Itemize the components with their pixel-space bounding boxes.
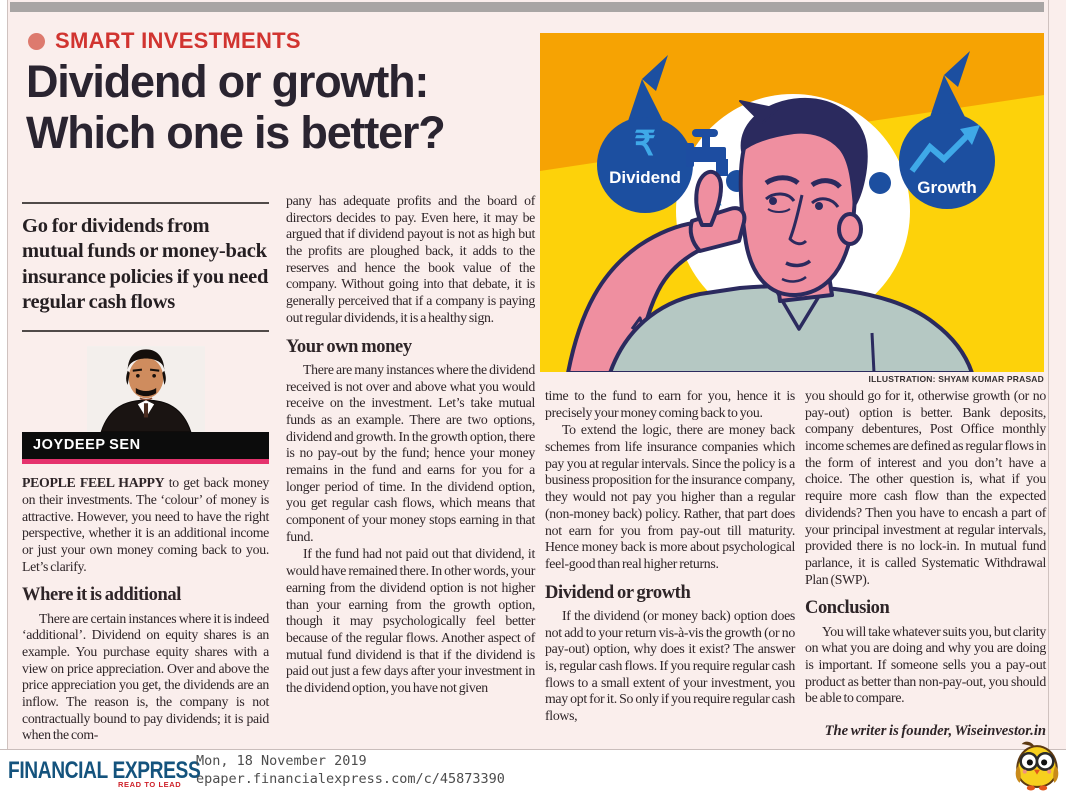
article-headline: Dividend or growth: Which one is better?	[26, 56, 546, 159]
epaper-url-link[interactable]: epaper.financialexpress.com/c/45873390	[196, 771, 505, 787]
owl-mascot-icon	[1015, 741, 1059, 791]
column-4: you should go for it, otherwise growth (…	[805, 388, 1046, 741]
article-illustration: ₹ Dividend ₹ ₹ Growth	[540, 33, 1044, 372]
lead-in: PEOPLE FEEL HAPPY	[22, 475, 165, 491]
issue-date: Mon, 18 November 2019	[196, 753, 367, 769]
author-name-accent	[22, 459, 269, 465]
paragraph: pany has adequate profits and the board …	[286, 193, 535, 325]
section-bullet-icon	[28, 32, 45, 50]
paragraph-text: to get back money on their investments. …	[22, 475, 269, 574]
column-1-body: PEOPLE FEEL HAPPY to get back money on t…	[22, 475, 269, 744]
rupee-icon: ₹	[634, 125, 656, 163]
logo-tagline: READ TO LEAD	[118, 780, 182, 789]
illustration-credit: ILLUSTRATION: SHYAM KUMAR PRASAD	[868, 374, 1044, 384]
dividend-label: Dividend	[609, 168, 681, 187]
paragraph: you should go for it, otherwise growth (…	[805, 388, 1046, 587]
section-label: SMART INVESTMENTS	[55, 28, 301, 53]
left-margin-strip	[0, 0, 8, 749]
paragraph: PEOPLE FEEL HAPPY to get back money on t…	[22, 475, 269, 575]
growth-label: Growth	[917, 178, 977, 197]
growth-arrow-icon	[909, 125, 980, 173]
writer-byline: The writer is founder, Wiseinvestor.in	[824, 723, 1046, 740]
growth-moneybag-icon: Growth	[899, 51, 995, 209]
right-column-divider	[1048, 0, 1049, 749]
column-2: pany has adequate profits and the board …	[286, 193, 535, 698]
paragraph: If the fund had not paid out that divide…	[286, 546, 535, 695]
faucet-icon	[686, 129, 728, 176]
column-3: time to the fund to earn for you, hence …	[545, 388, 795, 726]
column-1: Go for dividends from mutual funds or mo…	[22, 202, 269, 745]
standfirst-rule-bottom	[22, 329, 269, 332]
subhead-dividend-or-growth: Dividend or growth	[545, 582, 691, 603]
paragraph: There are certain instances where it is …	[22, 610, 269, 743]
paragraph: You will take whatever suits you, but cl…	[805, 623, 1046, 706]
dividend-moneybag-icon: ₹ Dividend	[597, 55, 693, 213]
author-photo	[86, 345, 205, 432]
author-name-bar: JOYDEEP SEN	[22, 431, 269, 460]
headline-line-2: Which one is better?	[26, 107, 446, 159]
standfirst-rule-top	[22, 202, 269, 204]
headline-line-1: Dividend or growth:	[26, 56, 429, 107]
paragraph: time to the fund to earn for you, hence …	[545, 388, 795, 420]
subhead-conclusion: Conclusion	[805, 598, 890, 619]
epaper-footer: FINANCIAL EXPRESS READ TO LEAD Mon, 18 N…	[0, 749, 1066, 791]
top-gray-bar	[10, 2, 1044, 12]
subhead-where-additional: Where it is additional	[22, 585, 181, 606]
paragraph: There are many instances where the divid…	[286, 361, 535, 544]
paragraph: If the dividend (or money back) option d…	[545, 607, 795, 724]
section-kicker: SMART INVESTMENTS	[28, 28, 301, 54]
financial-express-logo: FINANCIAL EXPRESS	[8, 757, 201, 784]
subhead-your-own-money: Your own money	[286, 336, 412, 357]
standfirst: Go for dividends from mutual funds or mo…	[22, 215, 269, 314]
paragraph: To extend the logic, there are money bac…	[545, 422, 795, 571]
thinking-man-figure	[566, 97, 974, 372]
